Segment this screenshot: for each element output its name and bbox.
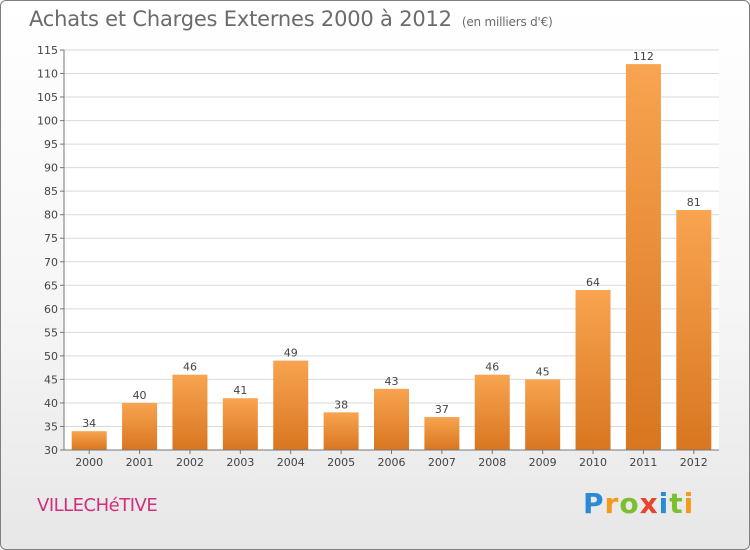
x-tick-label: 2011 [629,456,657,469]
y-tick-label: 70 [44,256,58,269]
y-tick-label: 55 [44,326,58,339]
bar-2006 [374,388,409,450]
x-tick-label: 2002 [176,456,204,469]
bar-2008 [474,374,510,450]
town-name: VILLECHéTIVE [37,495,158,516]
bar-2011 [625,64,661,450]
chart-title: Achats et Charges Externes 2000 à 2012 (e… [29,7,553,31]
x-tick-label: 2012 [680,456,708,469]
data-label-2000: 34 [82,417,96,430]
proxiti-logo[interactable]: Proxiti [583,487,694,520]
y-tick-label: 115 [37,44,58,57]
y-tick-label: 85 [44,185,58,198]
data-label-2002: 46 [183,361,197,374]
y-tick-label: 95 [44,138,58,151]
data-label-2010: 64 [586,276,600,289]
y-tick-label: 75 [44,232,58,245]
y-tick-label: 80 [44,209,58,222]
logo-letter: P [583,487,605,520]
bar-2004 [273,360,309,450]
x-tick-label: 2009 [529,456,557,469]
logo-letter: i [683,487,695,520]
logo-letter: r [604,487,620,520]
y-tick-label: 50 [44,350,58,363]
y-axis-tick-labels: 30 35 40 45 50 55 60 65 70 75 80 85 90 95 100 105 110 115 [37,44,58,457]
chart-title-text: Achats et Charges Externes 2000 à 2012 [29,7,452,31]
data-label-2009: 45 [536,365,550,378]
bars: 34 40 46 41 49 38 43 37 46 45 64 112 81 [71,50,712,450]
x-tick-label: 2010 [579,456,607,469]
y-tick-label: 100 [37,115,58,128]
y-tick-label: 90 [44,162,58,175]
y-tick-label: 40 [44,397,58,410]
axes [63,50,719,451]
bar-2009 [525,379,561,450]
data-label-2005: 38 [334,398,348,411]
data-label-2006: 43 [385,375,399,388]
bar-2000 [71,431,107,450]
data-label-2003: 41 [233,384,247,397]
data-label-2011: 112 [633,50,654,63]
data-label-2012: 81 [687,196,701,209]
y-tick-label: 65 [44,279,58,292]
x-tick-label: 2008 [478,456,506,469]
bar-2001 [122,402,158,450]
x-axis-tick-labels: 2000 2001 2002 2003 2004 2005 2006 2007 2008 2009… [75,450,708,469]
data-label-2008: 46 [485,361,499,374]
x-tick-label: 2007 [428,456,456,469]
bar-2012 [676,210,712,450]
y-tick-label: 110 [37,68,58,81]
bar-2005 [323,412,359,450]
x-tick-label: 2005 [327,456,355,469]
data-label-2007: 37 [435,403,449,416]
y-tick-label: 60 [44,303,58,316]
bar-2007 [424,417,460,450]
y-tick-label: 35 [44,420,58,433]
logo-letter: x [639,487,659,520]
logo-letter: i [658,487,670,520]
data-label-2001: 40 [133,389,147,402]
chart-subtitle: (en milliers d'€) [461,15,553,29]
x-tick-label: 2004 [277,456,305,469]
x-tick-label: 2000 [75,456,103,469]
x-tick-label: 2003 [226,456,254,469]
logo-letter: t [669,487,684,520]
y-tick-label: 45 [44,373,58,386]
bar-2003 [222,398,258,450]
bar-2010 [575,290,611,450]
x-tick-label: 2001 [126,456,154,469]
y-tick-label: 105 [37,91,58,104]
bar-2002 [172,374,208,450]
y-tick-label: 30 [44,444,58,457]
logo-letter: o [619,487,640,520]
data-label-2004: 49 [284,347,298,360]
x-tick-label: 2006 [378,456,406,469]
